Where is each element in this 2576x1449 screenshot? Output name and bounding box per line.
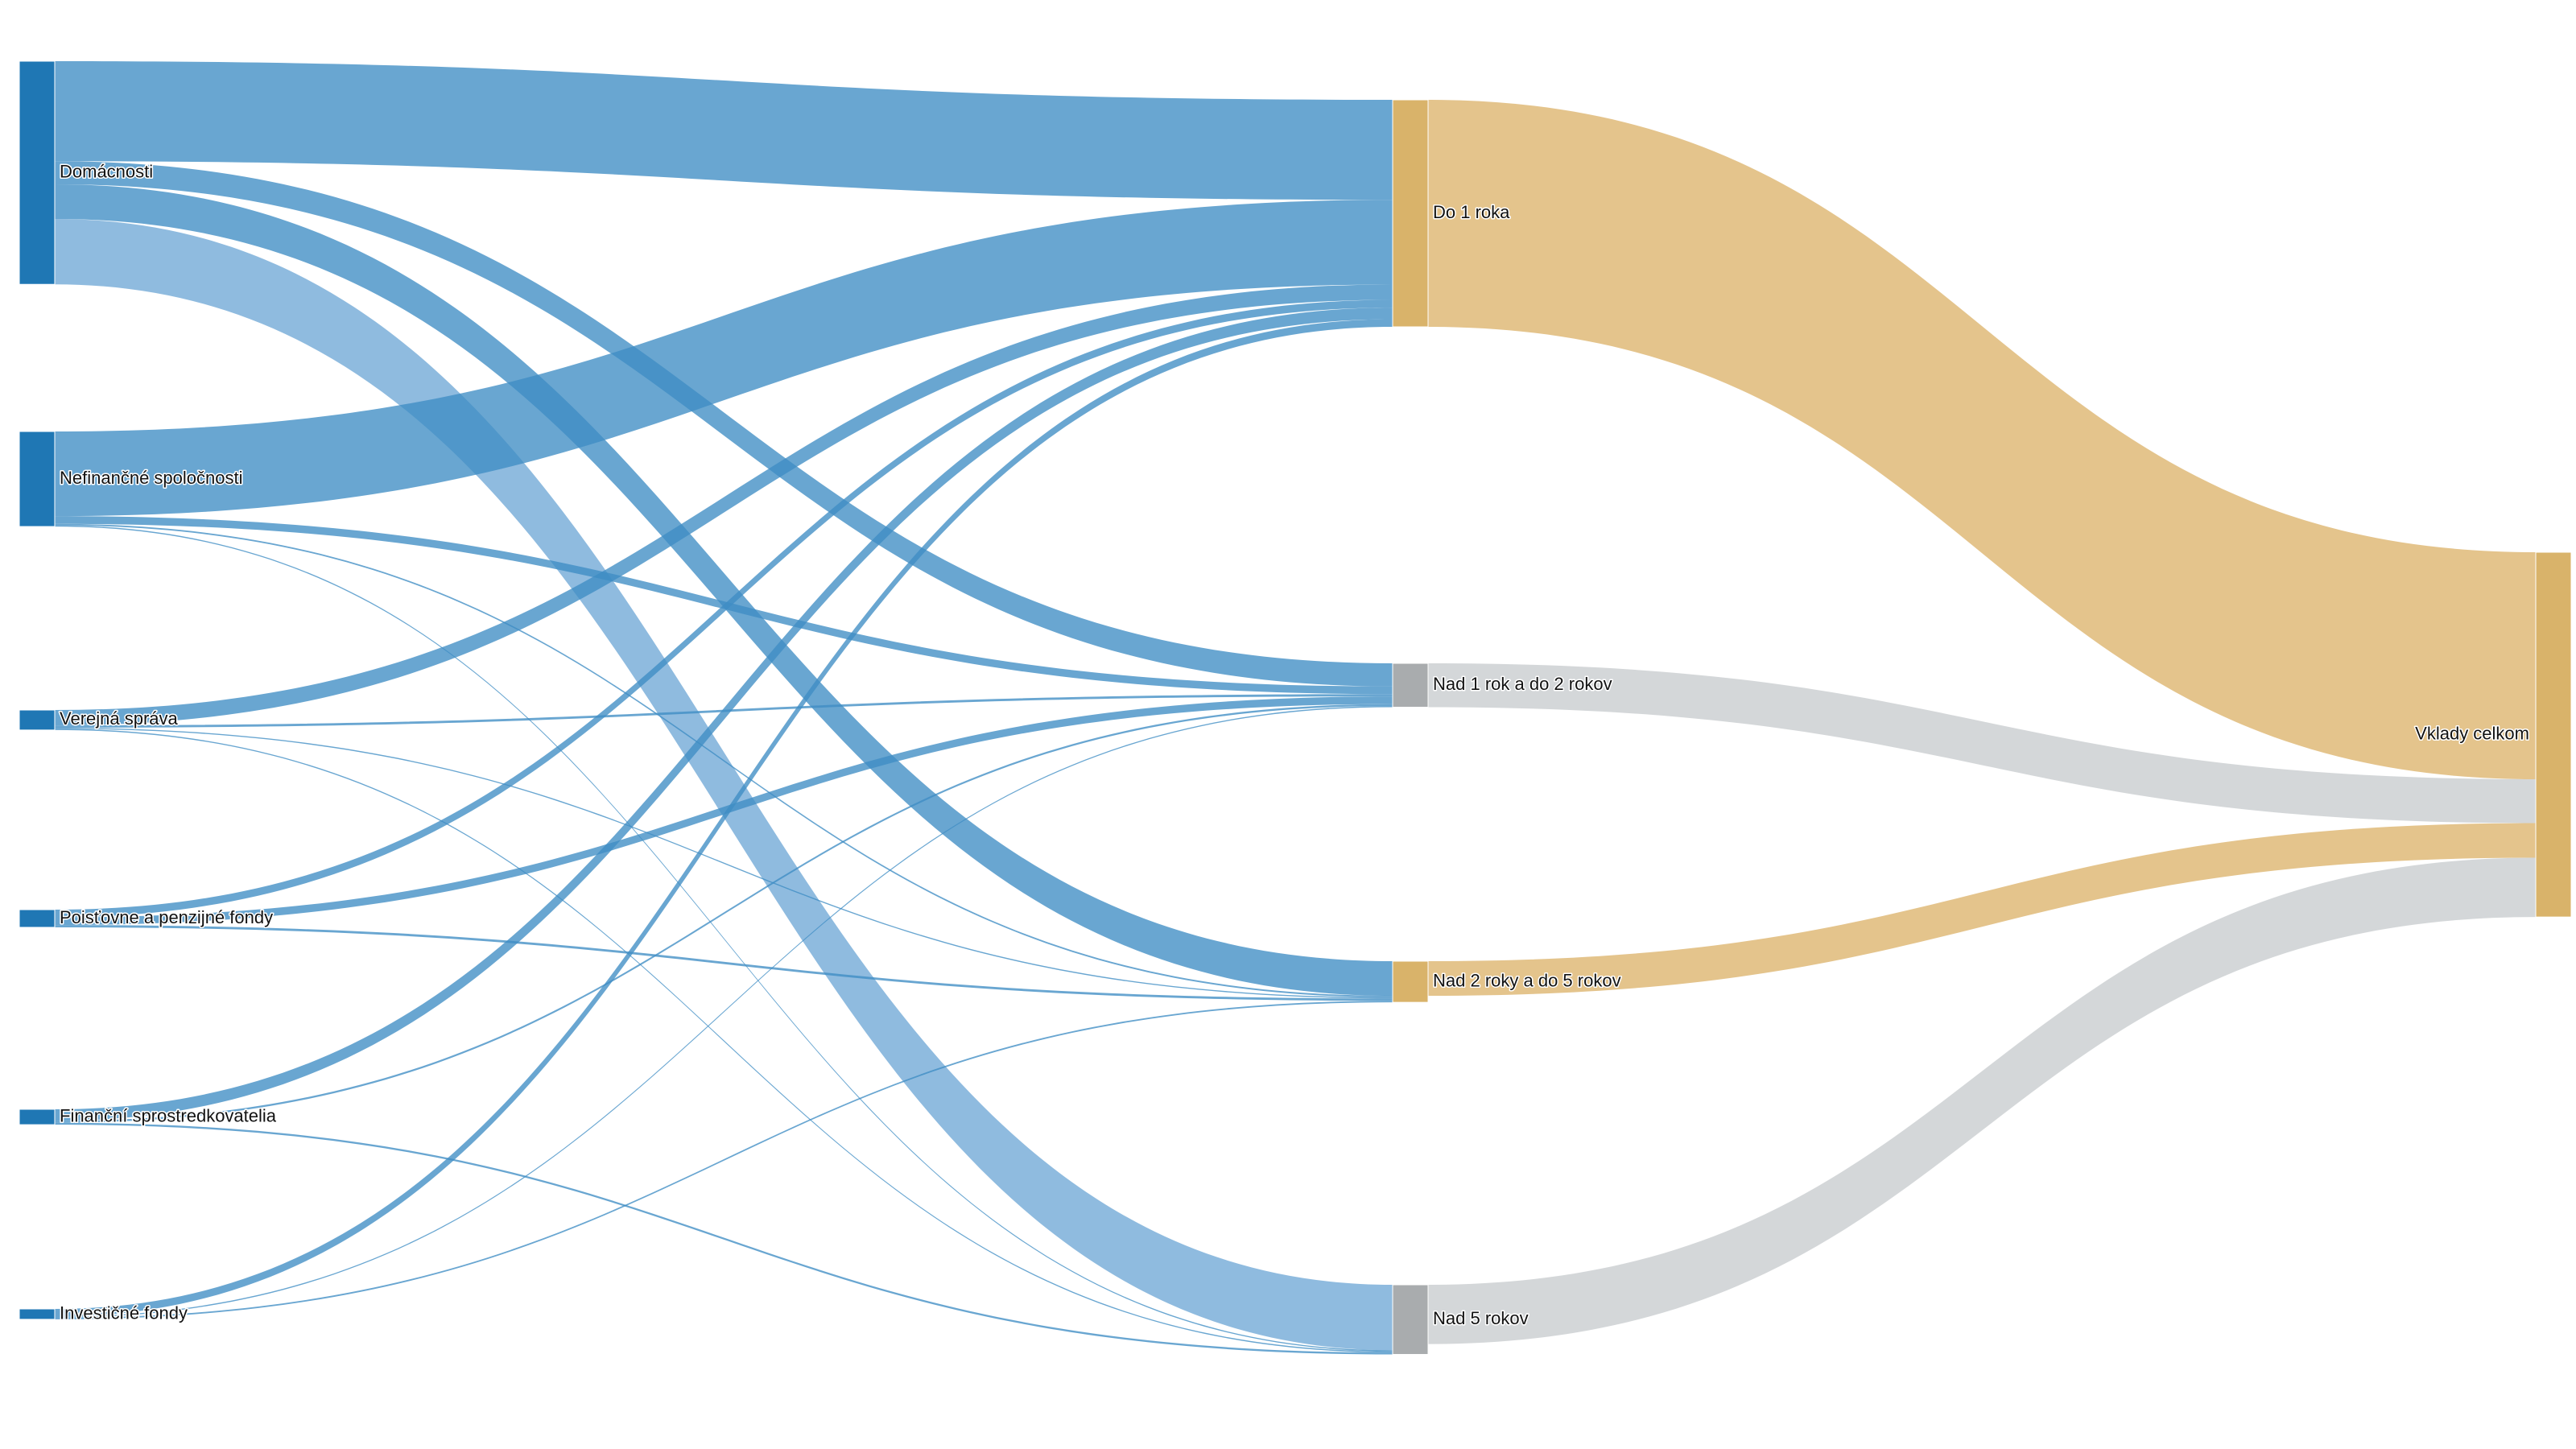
node-n25 [1392, 960, 1429, 1003]
link-fsp-to-d1 [55, 308, 1393, 1121]
node-label-fsp: Finanční sprostredkovatelia [60, 1105, 277, 1125]
node-label-d1: Do 1 roka [1433, 202, 1510, 222]
node-label-n25: Nad 2 roky a do 5 rokov [1433, 970, 1621, 990]
node-dom [19, 60, 56, 285]
link-vs-to-n25 [55, 727, 1393, 999]
link-n12-to-vc [1428, 663, 2536, 824]
node-n5 [1392, 1284, 1429, 1356]
link-nfs-to-n5 [55, 525, 1393, 1352]
node-label-n5: Nad 5 rokov [1433, 1308, 1529, 1328]
link-n25-to-vc [1428, 823, 2536, 997]
link-fsp-to-n5 [55, 1122, 1393, 1355]
link-vs-to-n5 [55, 729, 1393, 1353]
node-label-n12: Nad 1 rok a do 2 rokov [1433, 674, 1612, 694]
node-n12 [1392, 663, 1429, 708]
node-ppf [19, 909, 56, 928]
sankey-labels: Domácnosti Nefinančné spoločnosti Verejná … [59, 160, 2531, 1330]
link-if-to-n25 [55, 1001, 1393, 1319]
link-dom-to-n12 [55, 161, 1393, 687]
node-if [19, 1308, 56, 1320]
node-vs [19, 709, 56, 731]
link-dom-to-n25 [55, 184, 1393, 997]
link-d1-to-vc [1428, 100, 2536, 780]
node-fsp [19, 1108, 56, 1125]
node-label-dom: Domácnosti [60, 161, 153, 181]
sankey-nodes [19, 60, 2572, 1356]
link-nfs-to-d1 [55, 200, 1393, 517]
node-label-ppf: Poisťovne a penzijné fondy [60, 907, 273, 927]
link-n5-to-vc [1428, 857, 2536, 1344]
node-nfs [19, 431, 56, 527]
node-d1 [1392, 99, 1429, 328]
node-label-if: Investičné fondy [60, 1302, 188, 1323]
link-if-to-d1 [55, 319, 1393, 1317]
node-label-vc: Vklady celkom [2415, 723, 2529, 743]
node-label-vs: Verejná správa [60, 708, 179, 729]
link-vs-to-d1 [55, 284, 1393, 726]
link-ppf-to-d1 [55, 299, 1393, 918]
sankey-links [55, 61, 2536, 1355]
link-dom-to-n5 [55, 218, 1393, 1351]
link-dom-to-d1 [55, 61, 1393, 200]
link-fsp-to-n12 [55, 704, 1393, 1123]
link-if-to-n12 [55, 706, 1393, 1318]
link-nfs-to-n25 [55, 523, 1393, 997]
node-label-nfs: Nefinančné spoločnosti [60, 468, 242, 488]
link-ppf-to-n25 [55, 925, 1393, 1001]
node-vc [2535, 551, 2572, 918]
link-ppf-to-n12 [55, 696, 1393, 926]
